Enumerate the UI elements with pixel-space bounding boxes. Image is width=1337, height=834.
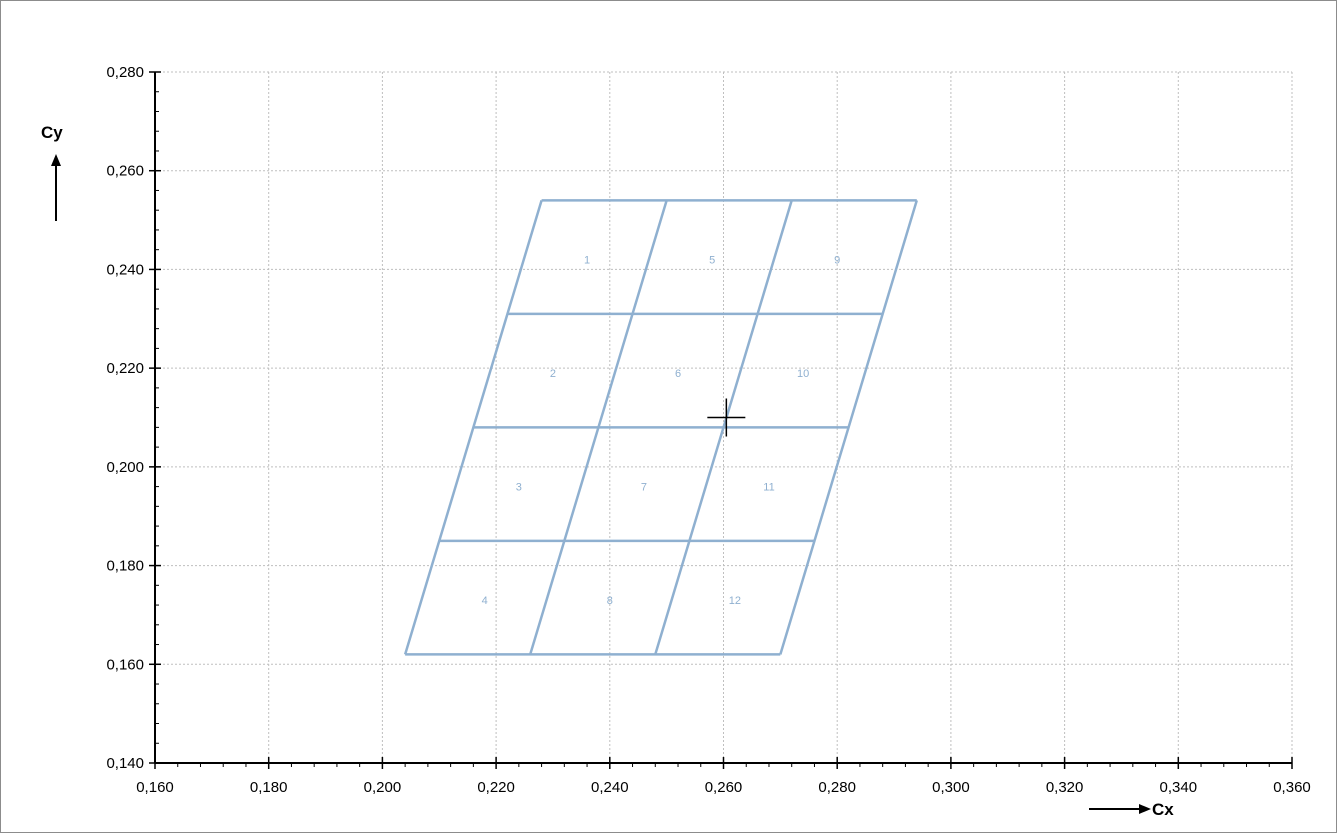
x-tick-label: 0,360	[1273, 779, 1311, 796]
x-tick-label: 0,160	[136, 779, 174, 796]
target-marker	[707, 398, 746, 437]
y-axis-title: Cy	[41, 123, 63, 142]
bin-label: 5	[709, 255, 715, 267]
bin-label: 6	[675, 368, 681, 380]
x-tick-label: 0,340	[1160, 779, 1198, 796]
x-tick-label: 0,300	[932, 779, 970, 796]
bin-label: 1	[584, 255, 590, 267]
bin-label: 3	[516, 482, 522, 494]
bin-label: 7	[641, 482, 647, 494]
y-tick-label: 0,140	[106, 755, 144, 772]
x-tick-label: 0,220	[477, 779, 515, 796]
bin-labels: 1 5 9 2 6 10 3 7 11 4 8 12	[482, 255, 841, 608]
x-axis-arrow	[1089, 804, 1151, 814]
bin-grid	[403, 199, 918, 656]
y-tick-label: 0,240	[106, 261, 144, 278]
axis-titles: Cy Cx	[41, 123, 1174, 819]
bin-label: 9	[834, 255, 840, 267]
background-grid	[155, 71, 1293, 763]
y-tick-label: 0,180	[106, 558, 144, 575]
bin-label: 2	[550, 368, 556, 380]
y-tick-label: 0,260	[106, 163, 144, 180]
bin-edge-slanted	[654, 199, 793, 655]
y-tick-label: 0,220	[106, 360, 144, 377]
x-tick-label: 0,320	[1046, 779, 1084, 796]
bin-label: 12	[729, 595, 741, 607]
x-tick-label: 0,180	[250, 779, 288, 796]
bin-edge-slanted	[779, 199, 918, 655]
bin-label: 10	[797, 368, 809, 380]
y-tick-label: 0,200	[106, 459, 144, 476]
x-tick-label: 0,260	[705, 779, 743, 796]
bin-label: 8	[607, 595, 613, 607]
y-axis-arrow	[51, 154, 61, 221]
bin-label: 11	[763, 482, 774, 494]
x-axis-title: Cx	[1152, 800, 1174, 819]
x-tick-label: 0,280	[818, 779, 856, 796]
axes: 0,160 0,180 0,200 0,220 0,240 0,260 0,280 0,300…	[106, 64, 1310, 796]
bin-edge-slanted	[403, 199, 543, 655]
x-tick-label: 0,200	[364, 779, 402, 796]
y-tick-label: 0,280	[106, 64, 144, 81]
y-tick-label: 0,160	[106, 656, 144, 673]
bin-edge-slanted	[529, 199, 668, 655]
bin-label: 4	[482, 595, 488, 607]
x-tick-label: 0,240	[591, 779, 629, 796]
